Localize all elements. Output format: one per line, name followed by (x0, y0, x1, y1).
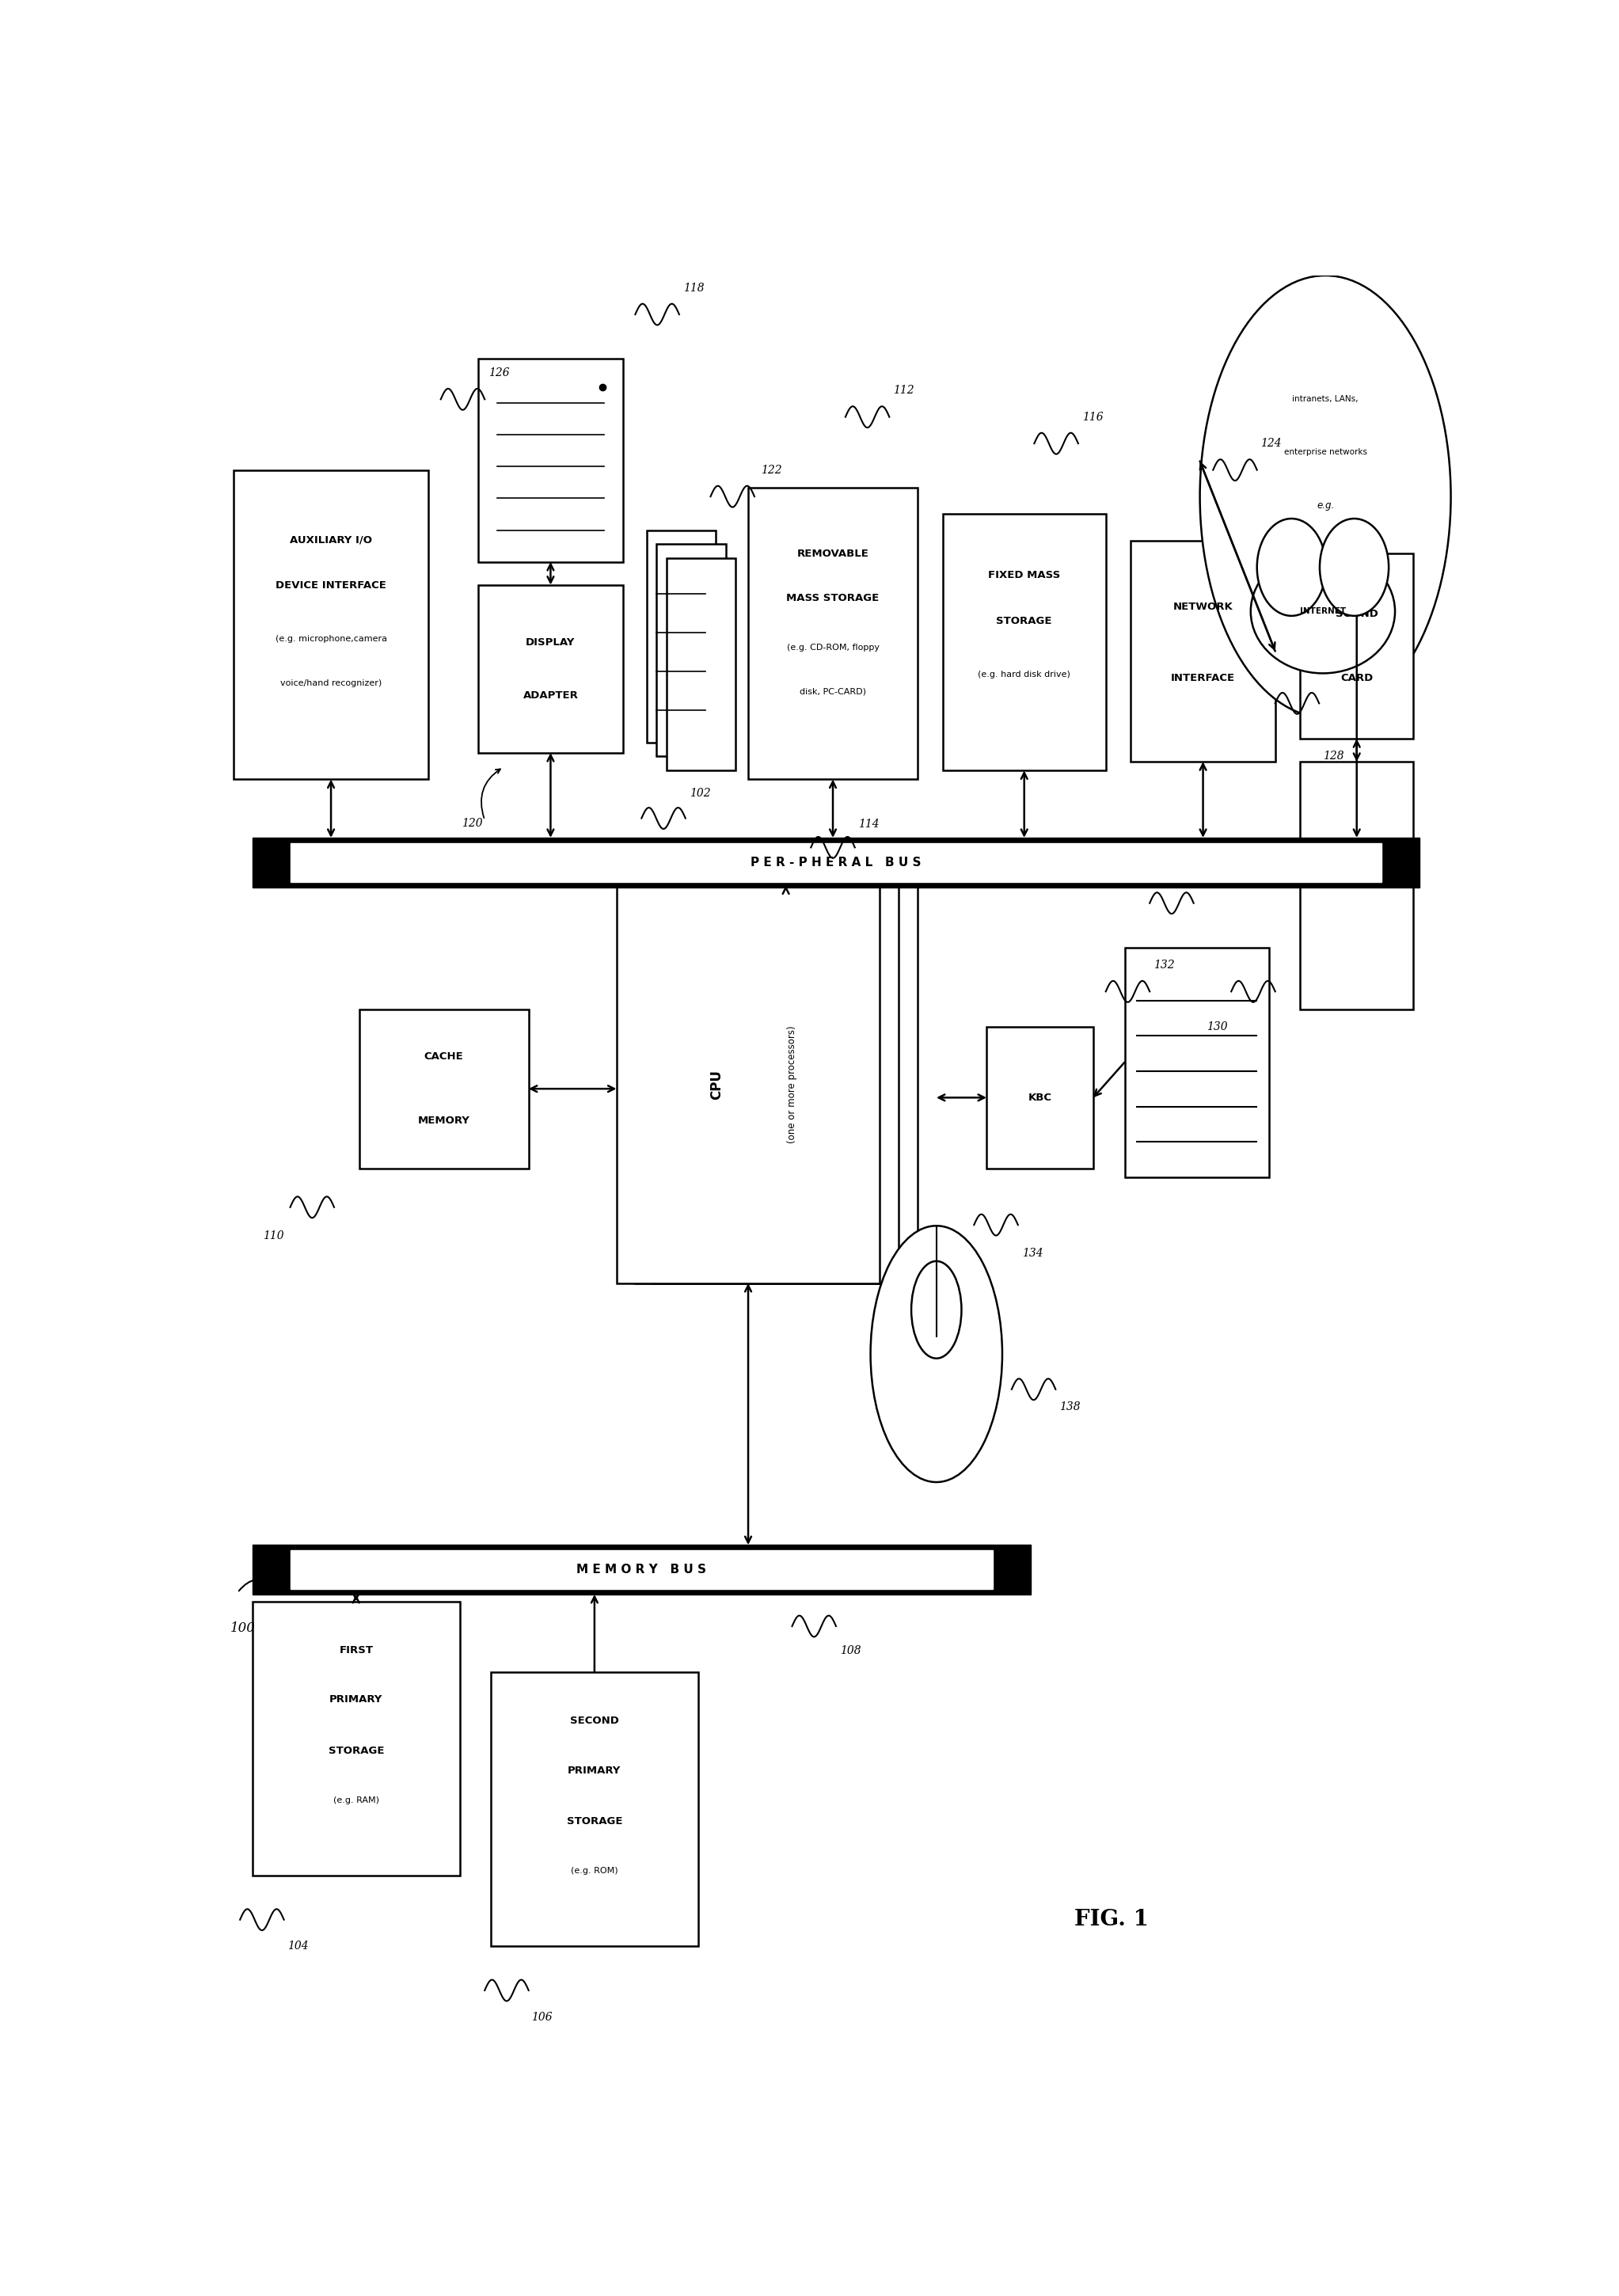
Text: STORAGE: STORAGE (567, 1816, 622, 1828)
Text: AUXILIARY I/O: AUXILIARY I/O (290, 535, 372, 544)
Text: M E M O R Y   B U S: M E M O R Y B U S (576, 1564, 706, 1575)
Text: CARD: CARD (1341, 673, 1373, 682)
Text: (e.g. microphone,camera: (e.g. microphone,camera (275, 636, 387, 643)
Text: P E R - P H E R A L   B U S: P E R - P H E R A L B U S (751, 856, 921, 868)
Text: REMOVABLE: REMOVABLE (797, 549, 869, 560)
Ellipse shape (1256, 519, 1326, 615)
Bar (942, 514, 1106, 771)
Bar (253, 838, 1420, 886)
Text: INTERFACE: INTERFACE (1171, 673, 1235, 682)
Ellipse shape (1200, 276, 1451, 716)
Bar (654, 886, 918, 1283)
Bar (667, 558, 735, 771)
Text: 136: 136 (1198, 870, 1219, 882)
Text: 132: 132 (1153, 960, 1174, 971)
Text: ADAPTER: ADAPTER (523, 691, 578, 700)
Text: CACHE: CACHE (424, 1052, 463, 1063)
Text: disk, PC-CARD): disk, PC-CARD) (800, 689, 866, 696)
Ellipse shape (1251, 549, 1396, 673)
Bar (233, 471, 427, 778)
Text: 128: 128 (1323, 751, 1344, 762)
Text: NETWORK: NETWORK (1174, 602, 1234, 613)
Text: SECOND: SECOND (570, 1715, 618, 1727)
Bar (617, 886, 881, 1283)
Text: 124: 124 (1261, 439, 1282, 450)
Text: 114: 114 (858, 820, 879, 829)
Text: 118: 118 (683, 282, 704, 294)
Text: MEMORY: MEMORY (418, 1116, 470, 1125)
Bar (253, 1603, 460, 1876)
Text: 100: 100 (230, 1621, 256, 1635)
Bar (253, 1545, 1030, 1593)
Text: 122: 122 (761, 464, 782, 475)
Text: 112: 112 (894, 386, 915, 395)
Bar (290, 1550, 992, 1589)
Bar (491, 1671, 698, 1947)
Text: 126: 126 (489, 367, 510, 379)
Text: 138: 138 (1059, 1401, 1080, 1412)
Text: (one or more processors): (one or more processors) (787, 1026, 797, 1143)
Text: (e.g. RAM): (e.g. RAM) (334, 1795, 379, 1805)
Text: SOUND: SOUND (1336, 608, 1378, 620)
Text: SPEAKERS: SPEAKERS (1326, 879, 1387, 891)
Bar (1130, 542, 1276, 762)
Text: INTERNET: INTERNET (1300, 608, 1345, 615)
Text: 108: 108 (840, 1646, 861, 1655)
Bar (635, 886, 899, 1283)
Text: 116: 116 (1081, 411, 1103, 422)
Text: 110: 110 (262, 1231, 283, 1242)
Bar (1125, 948, 1269, 1178)
Text: 106: 106 (531, 2011, 552, 2023)
Text: (e.g. ROM): (e.g. ROM) (572, 1867, 618, 1876)
Text: voice/hand recognizer): voice/hand recognizer) (280, 680, 382, 687)
Ellipse shape (871, 1226, 1002, 1483)
Text: PRIMARY: PRIMARY (568, 1766, 622, 1775)
Text: DISPLAY: DISPLAY (526, 638, 575, 647)
Text: FIXED MASS: FIXED MASS (988, 569, 1060, 581)
Bar (1300, 762, 1413, 1010)
Text: STORAGE: STORAGE (329, 1745, 384, 1756)
Bar (479, 358, 623, 563)
Text: FIG. 1: FIG. 1 (1075, 1908, 1149, 1931)
Ellipse shape (911, 1261, 962, 1359)
Text: (e.g. hard disk drive): (e.g. hard disk drive) (978, 670, 1070, 677)
Bar (290, 843, 1381, 882)
Bar (986, 1026, 1093, 1169)
Bar (657, 544, 725, 755)
Text: enterprise networks: enterprise networks (1284, 448, 1366, 457)
Bar (1300, 553, 1413, 739)
Text: 134: 134 (1022, 1247, 1043, 1258)
Text: STORAGE: STORAGE (996, 615, 1052, 627)
Bar (359, 1010, 528, 1169)
Text: PRIMARY: PRIMARY (329, 1694, 382, 1704)
Text: CPU: CPU (709, 1070, 724, 1100)
Text: FIRST: FIRST (338, 1644, 372, 1655)
Bar (748, 487, 918, 778)
Text: 120: 120 (461, 817, 482, 829)
Text: e.g.: e.g. (1316, 501, 1334, 510)
Bar (479, 585, 623, 753)
Text: MASS STORAGE: MASS STORAGE (787, 592, 879, 604)
Text: DEVICE INTERFACE: DEVICE INTERFACE (275, 581, 387, 590)
Text: intranets, LANs,: intranets, LANs, (1292, 395, 1358, 404)
Text: 104: 104 (288, 1940, 309, 1952)
Ellipse shape (1319, 519, 1389, 615)
Text: KBC: KBC (1028, 1093, 1052, 1102)
Text: (e.g. CD-ROM, floppy: (e.g. CD-ROM, floppy (787, 643, 879, 652)
Text: 102: 102 (690, 788, 711, 799)
Bar (646, 530, 716, 742)
Text: 130: 130 (1206, 1022, 1227, 1033)
